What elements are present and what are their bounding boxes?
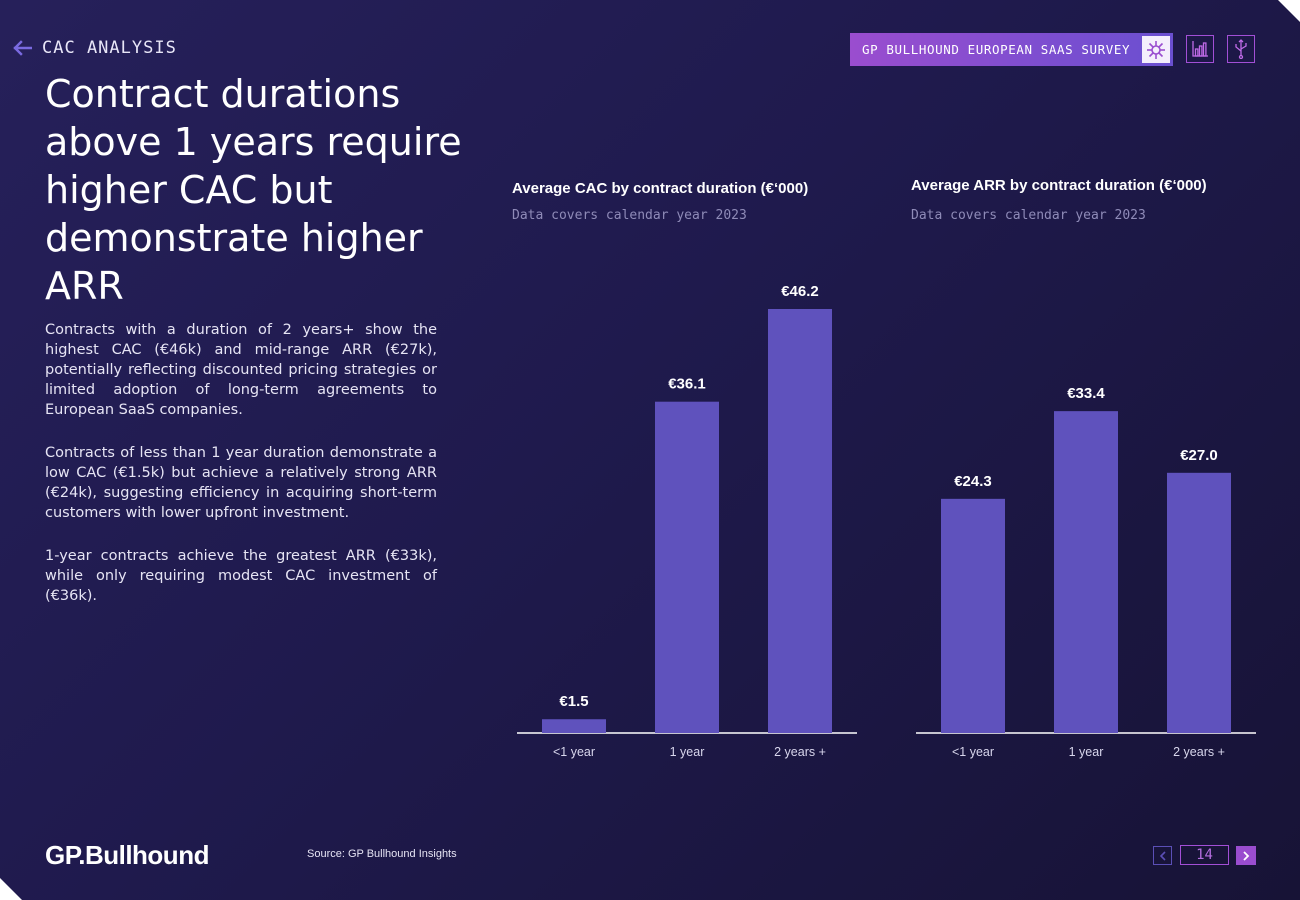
chevron-left-icon bbox=[1159, 850, 1166, 861]
bar bbox=[1167, 472, 1231, 733]
chart-title-cac: Average CAC by contract duration (€‘000) bbox=[512, 180, 809, 197]
cac-bar-chart: €1.5 <1 year €36.1 1 year €46.2 2 years + bbox=[517, 283, 857, 759]
bar bbox=[768, 309, 832, 733]
x-tick-label: 2 years + bbox=[774, 745, 826, 759]
x-tick-label: 1 year bbox=[670, 745, 705, 759]
bar-chart-icon[interactable] bbox=[1186, 35, 1214, 63]
body-paragraph: Contracts with a duration of 2 years+ sh… bbox=[45, 322, 437, 418]
source-note: Source: GP Bullhound Insights bbox=[307, 848, 457, 860]
page-title: Contract durations above 1 years require… bbox=[45, 72, 462, 308]
chart-title-arr: Average ARR by contract duration (€‘000) bbox=[911, 177, 1207, 194]
survey-button-label: GP BULLHOUND EUROPEAN SAAS SURVEY bbox=[862, 42, 1131, 57]
data-label: €27.0 bbox=[1180, 447, 1218, 464]
arrow-left-icon[interactable] bbox=[12, 40, 32, 56]
page-corner-fold-bottom bbox=[0, 878, 22, 900]
arr-bar-chart: €24.3 <1 year €33.4 1 year €27.0 2 years + bbox=[916, 385, 1256, 759]
network-icon bbox=[1142, 36, 1170, 63]
x-tick-label: 2 years + bbox=[1173, 745, 1225, 759]
next-page-button[interactable] bbox=[1236, 846, 1256, 865]
bar bbox=[941, 498, 1005, 733]
body-paragraph: 1-year contracts achieve the greatest AR… bbox=[45, 548, 437, 604]
back-nav[interactable]: CAC ANALYSIS bbox=[12, 38, 177, 58]
chart-subtitle-arr: Data covers calendar year 2023 bbox=[911, 208, 1146, 223]
page-corner-fold bbox=[1278, 0, 1300, 22]
data-label: €24.3 bbox=[954, 473, 992, 490]
x-tick-label: 1 year bbox=[1069, 745, 1104, 759]
usb-icon[interactable] bbox=[1227, 35, 1255, 63]
prev-page-button[interactable] bbox=[1153, 846, 1172, 865]
x-tick-label: <1 year bbox=[952, 745, 994, 759]
bar bbox=[542, 719, 606, 733]
logo: GP.Bullhound bbox=[45, 840, 209, 870]
x-tick-label: <1 year bbox=[553, 745, 595, 759]
data-label: €1.5 bbox=[559, 693, 588, 710]
data-label: €46.2 bbox=[781, 283, 819, 300]
bar bbox=[1054, 411, 1118, 733]
body-paragraph: Contracts of less than 1 year duration d… bbox=[45, 445, 437, 521]
data-label: €33.4 bbox=[1067, 385, 1105, 402]
chart-subtitle-cac: Data covers calendar year 2023 bbox=[512, 208, 747, 223]
chevron-right-icon bbox=[1243, 850, 1250, 861]
data-label: €36.1 bbox=[668, 376, 706, 393]
page-number: 14 bbox=[1180, 845, 1229, 865]
section-label: CAC ANALYSIS bbox=[42, 38, 177, 58]
survey-button[interactable]: GP BULLHOUND EUROPEAN SAAS SURVEY bbox=[850, 33, 1173, 66]
bar bbox=[655, 401, 719, 733]
body-text: Contracts with a duration of 2 years+ sh… bbox=[45, 320, 437, 629]
